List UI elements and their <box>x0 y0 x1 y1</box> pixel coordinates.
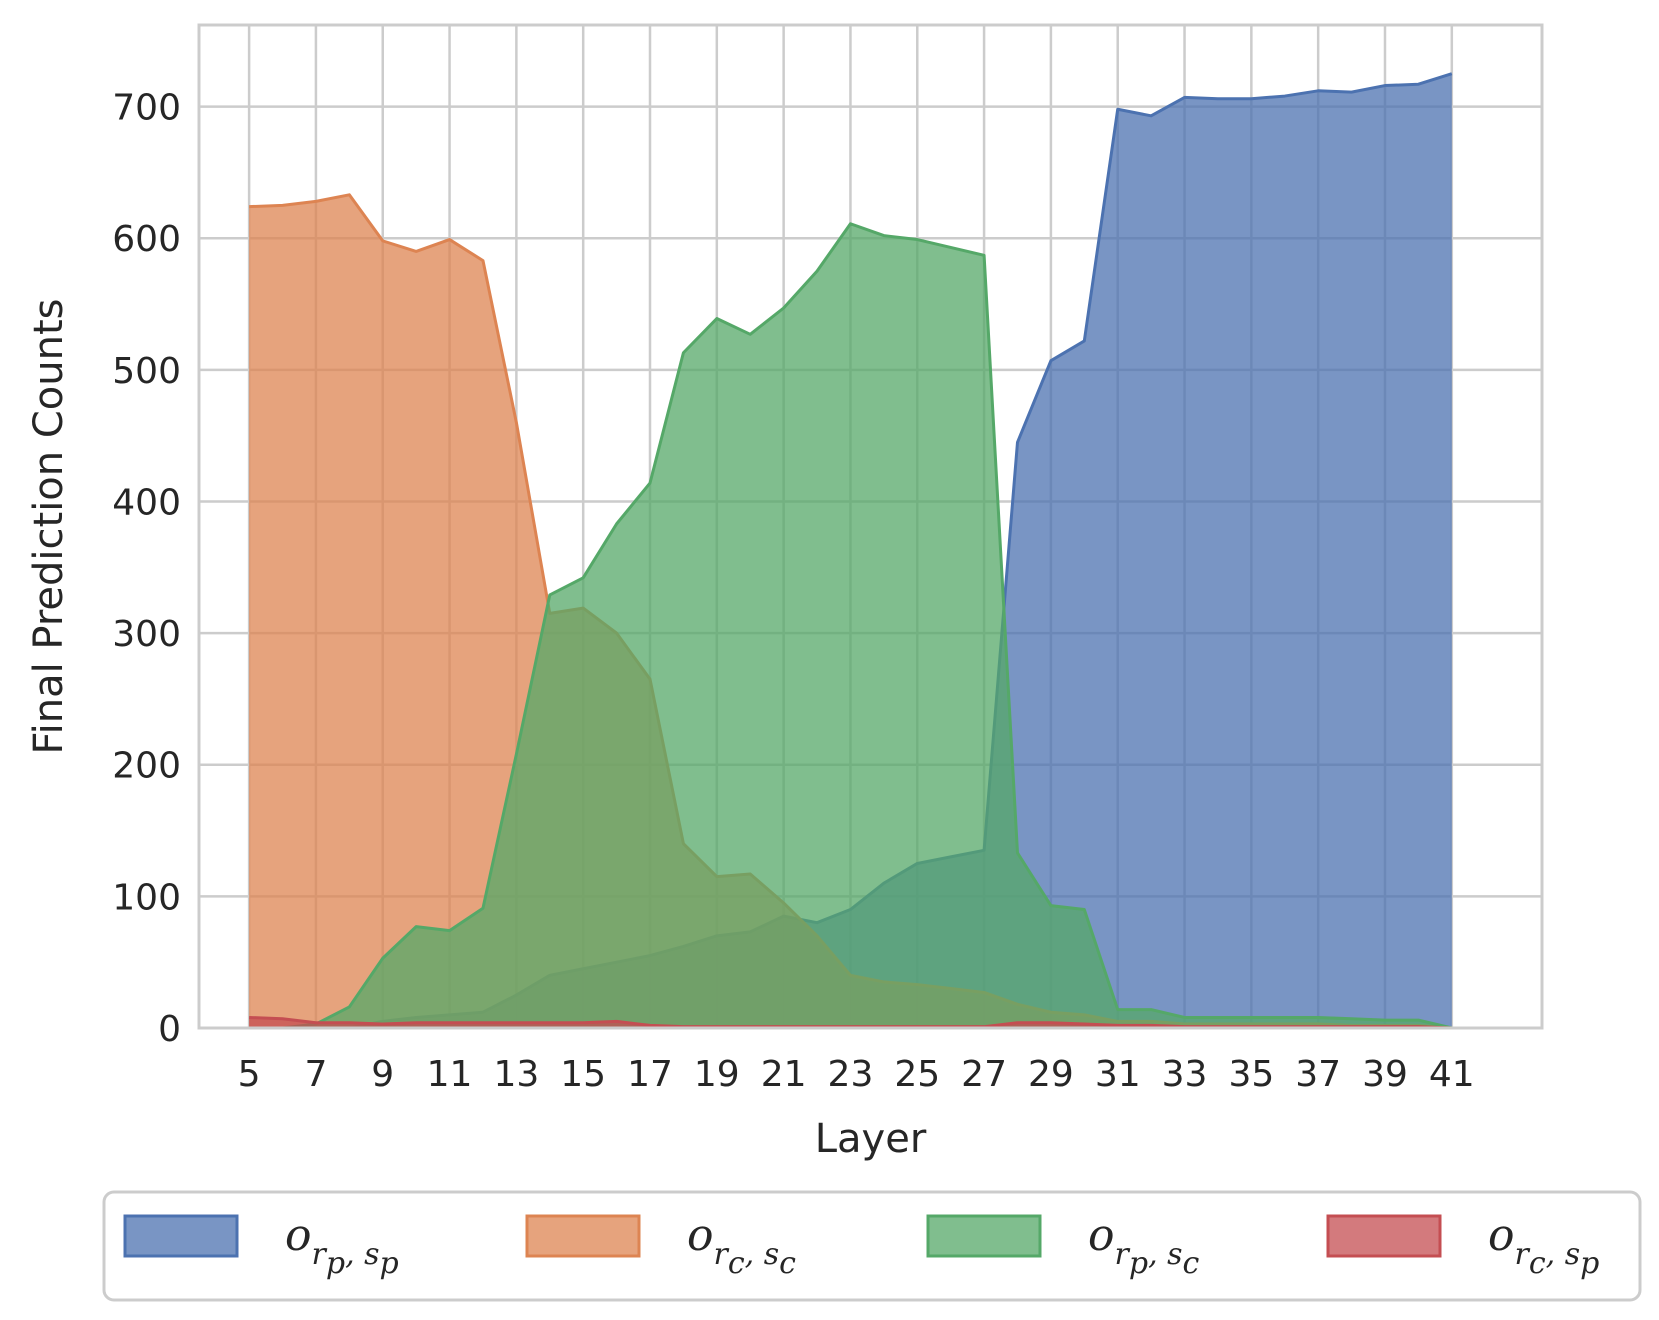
y-axis-label: Final Prediction Counts <box>26 299 72 755</box>
x-tick-label-35: 35 <box>1228 1054 1274 1095</box>
series-line-2 <box>249 222 1453 1030</box>
x-tick-label-23: 23 <box>828 1054 874 1095</box>
x-tick-label-13: 13 <box>493 1054 539 1095</box>
x-tick-label-19: 19 <box>694 1054 740 1095</box>
x-tick-label-41: 41 <box>1429 1054 1475 1095</box>
y-tick-label-600: 600 <box>112 219 181 260</box>
x-tick-label-17: 17 <box>627 1054 673 1095</box>
series-areas <box>249 72 1453 1030</box>
x-tick-label-7: 7 <box>304 1054 327 1095</box>
x-tick-label-11: 11 <box>427 1054 473 1095</box>
y-tick-label-200: 200 <box>112 746 181 787</box>
series-area-2 <box>249 223 1452 1028</box>
y-tick-label-300: 300 <box>112 614 181 655</box>
legend-label-3: orc, sp <box>1488 1210 1599 1281</box>
y-tick-label-100: 100 <box>112 877 181 918</box>
legend-frame <box>102 1190 1642 1302</box>
y-tick-labels: 0 100 200 300 400 500 600 700 <box>112 88 181 1050</box>
x-tick-label-31: 31 <box>1095 1054 1141 1095</box>
x-tick-label-39: 39 <box>1362 1054 1408 1095</box>
legend-swatch-0 <box>123 1214 239 1258</box>
x-axis-label: Layer <box>815 1116 927 1162</box>
series-area-0 <box>249 73 1452 1028</box>
legend-swatch-3 <box>1326 1214 1442 1258</box>
legend-label-0: orp, sp <box>285 1210 399 1281</box>
x-tick-labels: 5 7 9 11 13 15 17 19 21 23 25 27 29 31 33 35 37 39 41 <box>238 1054 1475 1095</box>
x-tick-label-33: 33 <box>1162 1054 1208 1095</box>
x-tick-label-5: 5 <box>238 1054 261 1095</box>
y-tick-label-0: 0 <box>158 1009 181 1050</box>
x-tick-label-9: 9 <box>371 1054 394 1095</box>
x-tick-label-29: 29 <box>1028 1054 1074 1095</box>
series-area-3 <box>249 1017 1452 1028</box>
y-tick-label-700: 700 <box>112 88 181 129</box>
legend-swatch-2 <box>926 1214 1042 1258</box>
plot-frame <box>197 23 1544 1030</box>
x-tick-label-37: 37 <box>1295 1054 1341 1095</box>
y-tick-label-400: 400 <box>112 482 181 523</box>
legend-label-2: orp, sc <box>1088 1210 1200 1281</box>
legend-label-1: orc, sc <box>687 1210 796 1281</box>
legend: orp, sp orc, sc orp, sc orc, sp <box>102 1190 1642 1302</box>
x-tick-label-25: 25 <box>894 1054 940 1095</box>
x-tick-label-27: 27 <box>961 1054 1007 1095</box>
x-tick-label-21: 21 <box>761 1054 807 1095</box>
y-tick-label-500: 500 <box>112 351 181 392</box>
x-tick-label-15: 15 <box>560 1054 606 1095</box>
legend-swatch-1 <box>525 1214 641 1258</box>
